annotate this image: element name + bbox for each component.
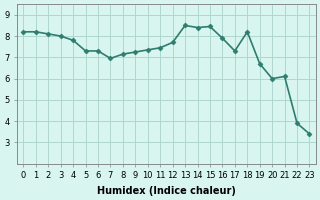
X-axis label: Humidex (Indice chaleur): Humidex (Indice chaleur) — [97, 186, 236, 196]
